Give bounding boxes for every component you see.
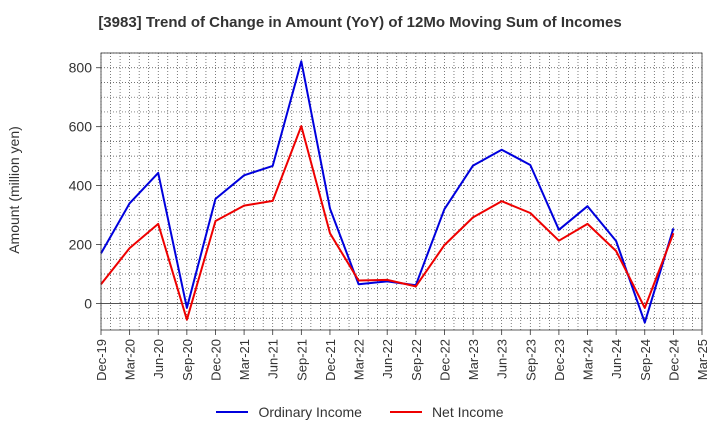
x-tick-label: Mar-22 <box>352 339 367 380</box>
x-tick-label: Mar-20 <box>123 339 138 380</box>
legend-label-ordinary-income: Ordinary Income <box>258 404 362 420</box>
x-tick-label: Dec-23 <box>552 339 567 381</box>
legend-item-ordinary-income: Ordinary Income <box>216 404 362 420</box>
x-tick-label: Sep-24 <box>638 339 653 381</box>
x-tick-label: Jun-21 <box>266 339 281 379</box>
x-tick-label: Dec-19 <box>94 339 109 381</box>
x-tick-label: Sep-20 <box>180 339 195 381</box>
legend: Ordinary Income Net Income <box>0 404 720 420</box>
plot-frame <box>100 52 703 331</box>
x-tick-label: Mar-25 <box>695 339 710 380</box>
x-tick-label: Sep-22 <box>409 339 424 381</box>
x-tick-label: Mar-23 <box>466 339 481 380</box>
legend-swatch-net-income <box>389 411 422 413</box>
x-tick-label: Dec-21 <box>323 339 338 381</box>
y-ticks: 0 200 400 600 800 <box>69 60 101 311</box>
x-tick-label: Jun-23 <box>495 339 510 379</box>
x-tick-label: Jun-22 <box>380 339 395 379</box>
y-tick-label: 0 <box>84 295 92 311</box>
y-tick-label: 600 <box>69 119 93 135</box>
x-tick-label: Dec-20 <box>208 339 223 381</box>
x-tick-label: Sep-21 <box>294 339 309 381</box>
y-tick-label: 200 <box>69 237 93 253</box>
x-ticks: Dec-19 Mar-20 Jun-20 Sep-20 Dec-20 Mar-21 Jun-… <box>94 330 710 381</box>
x-tick-label: Dec-22 <box>437 339 452 381</box>
y-tick-label: 800 <box>69 60 93 76</box>
chart-title: [3983] Trend of Change in Amount (YoY) o… <box>98 14 622 31</box>
series-lines <box>100 60 675 324</box>
legend-label-net-income: Net Income <box>431 404 504 420</box>
legend-swatch-ordinary-income <box>216 411 249 413</box>
series-line-net-income <box>100 125 675 321</box>
x-tick-label: Mar-24 <box>581 339 596 380</box>
x-tick-label: Mar-21 <box>237 339 252 380</box>
x-tick-label: Jun-20 <box>151 339 166 379</box>
series-line-ordinary-income <box>100 60 675 324</box>
legend-item-net-income: Net Income <box>389 404 504 420</box>
x-tick-label: Dec-24 <box>666 339 681 381</box>
x-tick-label: Sep-23 <box>523 339 538 381</box>
y-tick-label: 400 <box>69 178 93 194</box>
x-tick-label: Jun-24 <box>609 339 624 379</box>
